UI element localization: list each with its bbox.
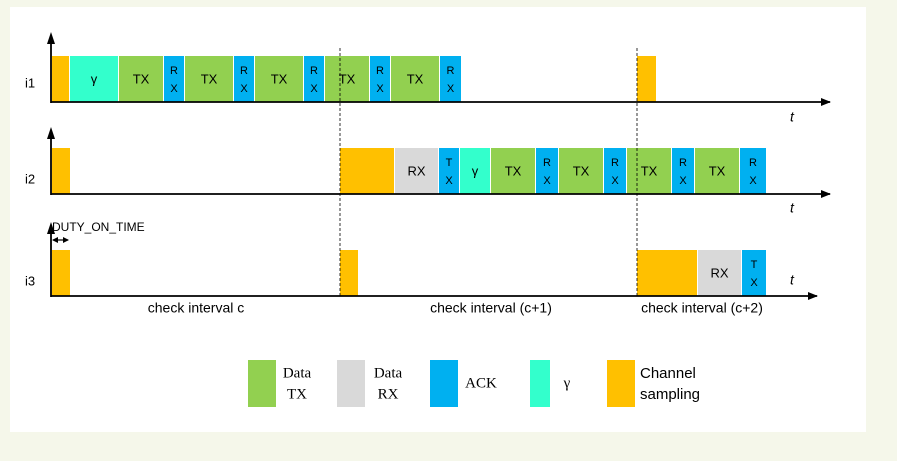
ack-rx-label-top: R bbox=[543, 157, 551, 169]
data-tx-block bbox=[627, 148, 671, 194]
legend-swatch-data-rx bbox=[337, 360, 365, 407]
channel-sampling-block bbox=[637, 56, 656, 102]
data-tx-block bbox=[559, 148, 603, 194]
channel-sampling-block bbox=[340, 250, 358, 296]
data-rx-block bbox=[698, 250, 741, 296]
ack-tx-label-bottom: X bbox=[445, 175, 453, 187]
legend-swatch-channel-sampling bbox=[607, 360, 635, 407]
data-tx-block bbox=[255, 56, 303, 102]
ack-rx-block bbox=[234, 56, 254, 102]
ack-rx-label-top: R bbox=[611, 157, 619, 169]
legend-label: Channel bbox=[640, 365, 696, 382]
data-tx-label: TX bbox=[133, 71, 150, 86]
ack-rx-block bbox=[304, 56, 324, 102]
gamma-label: γ bbox=[472, 163, 479, 178]
legend-swatch-data-tx bbox=[248, 360, 276, 407]
check-interval-label: check interval c bbox=[148, 300, 244, 316]
check-interval-label: check interval (c+1) bbox=[430, 300, 552, 316]
data-tx-label: TX bbox=[505, 163, 522, 178]
legend-label: ACK bbox=[465, 375, 497, 391]
ack-tx-block bbox=[742, 250, 766, 296]
ack-rx-block bbox=[672, 148, 694, 194]
legend-label: Data bbox=[283, 365, 312, 381]
ack-rx-block bbox=[604, 148, 626, 194]
data-tx-block bbox=[491, 148, 535, 194]
channel-sampling-block bbox=[637, 250, 697, 296]
data-tx-label: TX bbox=[573, 163, 590, 178]
data-tx-label: TX bbox=[339, 71, 356, 86]
time-axis-label: t bbox=[790, 200, 795, 216]
data-tx-block bbox=[325, 56, 369, 102]
channel-sampling-block bbox=[340, 148, 394, 194]
data-rx-label: RX bbox=[710, 265, 728, 280]
ack-rx-label-bottom: X bbox=[240, 83, 248, 95]
ack-rx-label-top: R bbox=[376, 65, 384, 77]
legend-swatch-gamma bbox=[530, 360, 550, 407]
ack-rx-label-top: R bbox=[447, 65, 455, 77]
row-axis-arrowhead bbox=[47, 32, 55, 44]
ack-tx-label-bottom: X bbox=[750, 277, 758, 289]
ack-rx-block bbox=[370, 56, 390, 102]
data-tx-label: TX bbox=[271, 71, 288, 86]
ack-rx-block bbox=[536, 148, 558, 194]
legend: Data TX Data RX ACK γ Channel sampling bbox=[248, 360, 700, 407]
data-tx-block bbox=[119, 56, 163, 102]
ack-rx-label-top: R bbox=[749, 157, 757, 169]
check-interval-label: check interval (c+2) bbox=[641, 300, 763, 316]
ack-rx-label-bottom: X bbox=[447, 83, 455, 95]
legend-label: RX bbox=[378, 386, 399, 402]
legend-label: γ bbox=[563, 375, 571, 391]
ack-rx-label-top: R bbox=[679, 157, 687, 169]
ack-rx-block bbox=[440, 56, 461, 102]
data-tx-block bbox=[695, 148, 739, 194]
data-tx-label: TX bbox=[641, 163, 658, 178]
ack-tx-block bbox=[439, 148, 459, 194]
data-rx-label: RX bbox=[407, 163, 425, 178]
row-label: i2 bbox=[25, 171, 35, 186]
data-tx-label: TX bbox=[709, 163, 726, 178]
legend-label: Data bbox=[374, 365, 403, 381]
channel-sampling-block bbox=[52, 56, 69, 102]
data-tx-block bbox=[391, 56, 439, 102]
data-rx-block bbox=[395, 148, 438, 194]
duty-on-time-label: DUTY_ON_TIME bbox=[52, 220, 145, 234]
gamma-block bbox=[70, 56, 118, 102]
ack-rx-label-bottom: X bbox=[749, 175, 757, 187]
ack-rx-label-top: R bbox=[170, 65, 178, 77]
row-axis-arrowhead bbox=[47, 222, 55, 234]
ack-rx-block bbox=[164, 56, 184, 102]
data-tx-block bbox=[185, 56, 233, 102]
legend-swatch-ack bbox=[430, 360, 458, 407]
ack-rx-label-bottom: X bbox=[543, 175, 551, 187]
ack-rx-label-top: R bbox=[310, 65, 318, 77]
data-tx-label: TX bbox=[201, 71, 218, 86]
legend-label: sampling bbox=[640, 386, 700, 403]
channel-sampling-block bbox=[52, 148, 70, 194]
gamma-label: γ bbox=[91, 71, 98, 86]
row-label: i3 bbox=[25, 273, 35, 288]
ack-rx-label-bottom: X bbox=[376, 83, 384, 95]
ack-rx-label-top: R bbox=[240, 65, 248, 77]
ack-rx-block bbox=[740, 148, 766, 194]
ack-tx-label-top: T bbox=[446, 157, 453, 169]
data-tx-label: TX bbox=[407, 71, 424, 86]
ack-rx-label-bottom: X bbox=[611, 175, 619, 187]
time-axis-label: t bbox=[790, 109, 795, 125]
gamma-block bbox=[460, 148, 490, 194]
ack-tx-label-top: T bbox=[751, 259, 758, 271]
row-axis-arrowhead bbox=[47, 127, 55, 139]
ack-rx-label-bottom: X bbox=[310, 83, 318, 95]
row-label: i1 bbox=[25, 75, 35, 90]
time-axis-label: t bbox=[790, 272, 795, 288]
ack-rx-label-bottom: X bbox=[679, 175, 687, 187]
timeline-axes bbox=[47, 32, 831, 300]
channel-sampling-block bbox=[52, 250, 70, 296]
legend-label: TX bbox=[287, 386, 307, 402]
ack-rx-label-bottom: X bbox=[170, 83, 178, 95]
